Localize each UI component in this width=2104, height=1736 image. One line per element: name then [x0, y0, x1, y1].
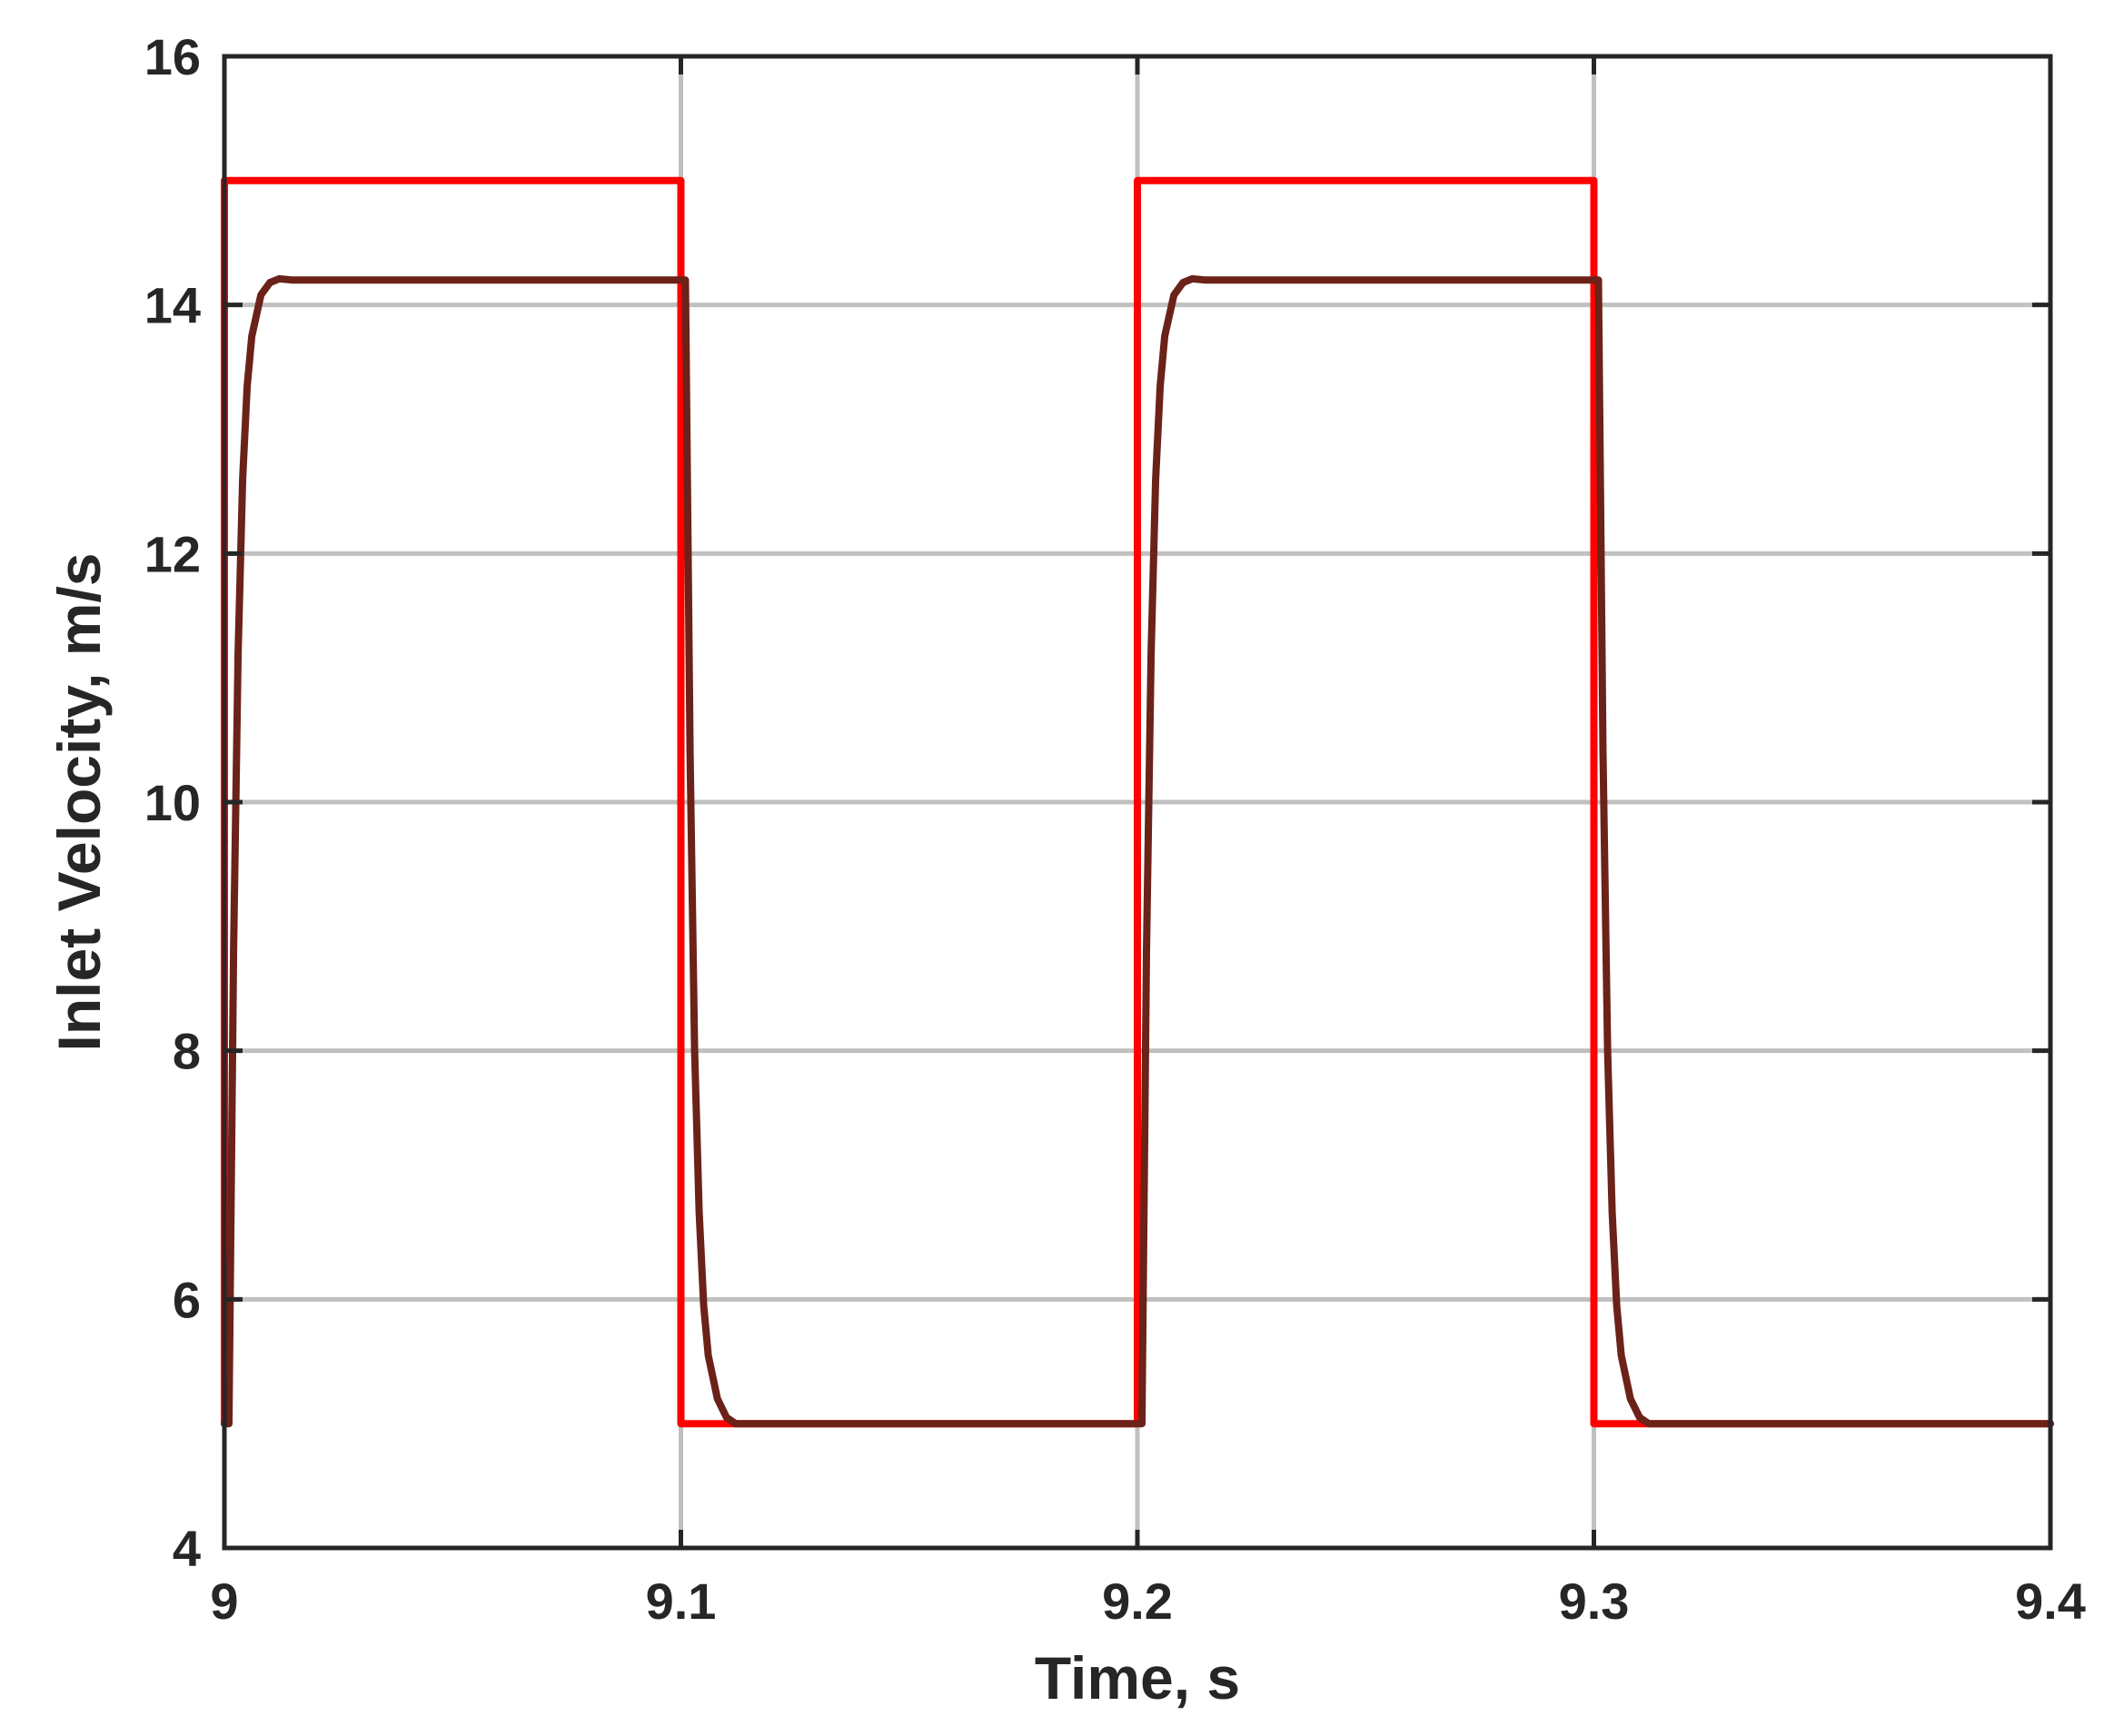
x-tick-label-0: 9: [210, 1572, 238, 1630]
y-tick-labels: 4 6 8 10 12 14 16: [144, 28, 201, 1577]
y-tick-label-2: 8: [173, 1023, 201, 1080]
tick-marks: [222, 54, 2053, 1551]
y-tick-label-3: 10: [144, 774, 201, 831]
series-layer: [221, 176, 2054, 1428]
y-tick-label-6: 16: [144, 28, 201, 85]
x-tick-label-4: 9.4: [2015, 1572, 2086, 1630]
y-tick-label-4: 12: [144, 525, 201, 582]
y-tick-label-1: 6: [173, 1271, 201, 1328]
x-tick-labels: 9 9.1 9.2 9.3 9.4: [210, 1572, 2086, 1630]
y-tick-label-0: 4: [173, 1520, 201, 1577]
y-tick-label-5: 14: [144, 277, 201, 334]
x-tick-label-2: 9.2: [1102, 1572, 1173, 1630]
x-tick-label-3: 9.3: [1559, 1572, 1630, 1630]
series-line-2: [221, 274, 2054, 1428]
y-axis-label: Inlet Velocity, m/s: [45, 553, 113, 1052]
x-axis-label: Time, s: [1035, 1644, 1240, 1711]
x-tick-label-1: 9.1: [646, 1572, 717, 1630]
